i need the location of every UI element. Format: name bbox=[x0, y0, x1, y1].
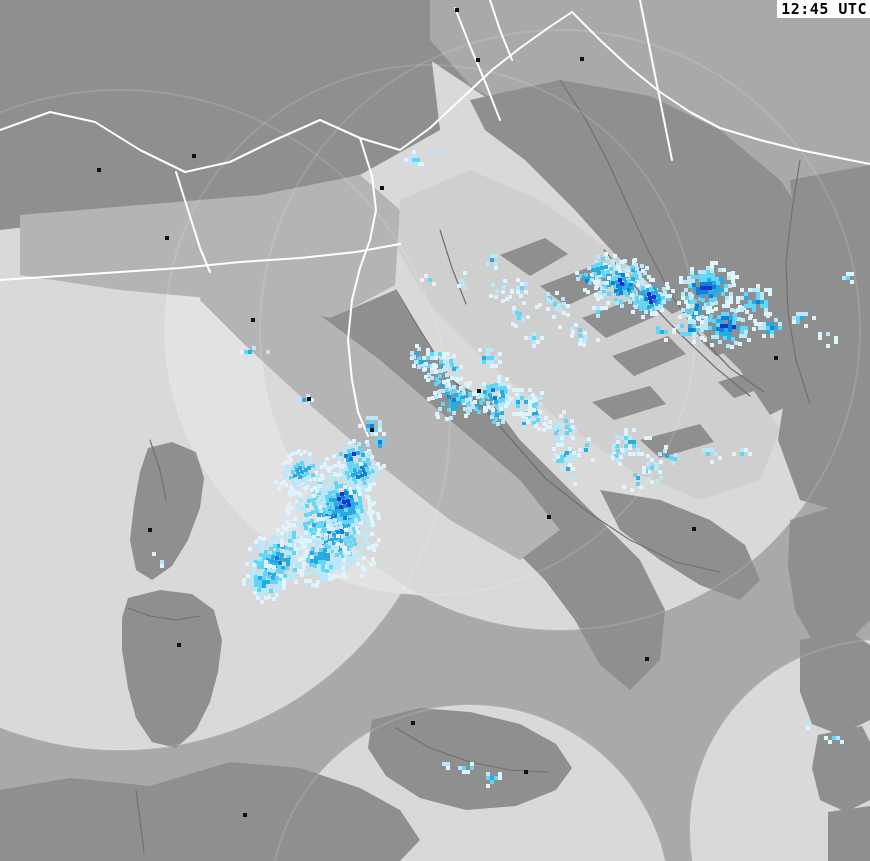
timestamp-label: 12:45 UTC bbox=[777, 0, 870, 18]
